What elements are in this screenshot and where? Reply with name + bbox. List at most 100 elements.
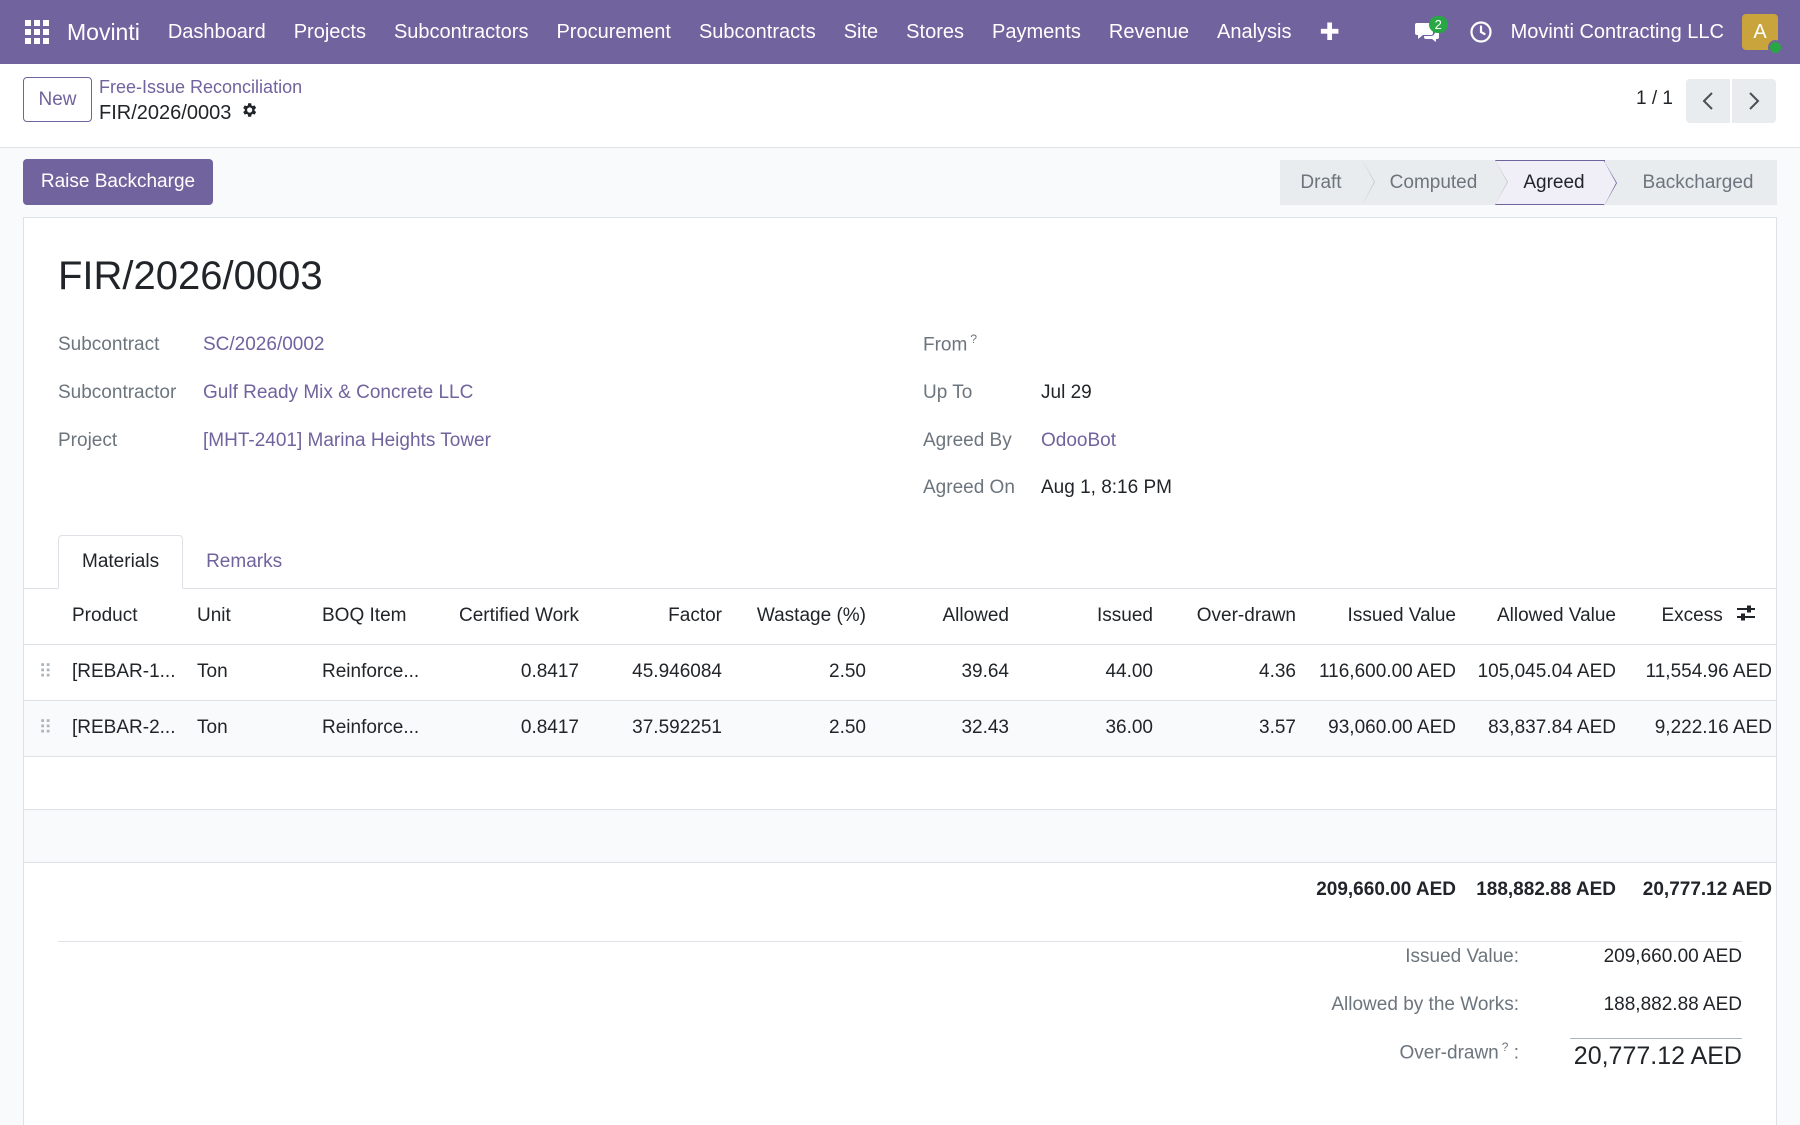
stage-agreed-label: Agreed bbox=[1523, 171, 1585, 193]
subcontract-label: Subcontract bbox=[58, 334, 160, 355]
pager-previous-button[interactable] bbox=[1686, 79, 1730, 123]
cell-issued[interactable]: 36.00 bbox=[1013, 700, 1157, 757]
issued-value-amount: 209,660.00 AED bbox=[1603, 946, 1742, 967]
user-avatar[interactable]: A bbox=[1742, 14, 1783, 55]
cell-product[interactable]: [REBAR-1... bbox=[68, 644, 193, 701]
cell-issued-value[interactable]: 116,600.00 AED bbox=[1300, 644, 1460, 701]
issued-value-label: Issued Value: bbox=[1405, 946, 1519, 967]
column-header-product[interactable]: Product bbox=[68, 589, 193, 645]
column-header-over-drawn[interactable]: Over-drawn bbox=[1157, 589, 1300, 645]
help-icon[interactable]: ? bbox=[970, 332, 978, 346]
cell-excess[interactable]: 11,554.96 AED bbox=[1620, 644, 1776, 701]
main-menu: Dashboard Projects Subcontractors Procur… bbox=[154, 18, 1354, 47]
optional-columns-toggle-icon[interactable] bbox=[1736, 604, 1756, 628]
notebook-tabs: Materials Remarks bbox=[58, 535, 305, 589]
column-header-wastage[interactable]: Wastage (%) bbox=[726, 589, 870, 645]
cell-factor[interactable]: 45.946084 bbox=[583, 644, 726, 701]
cell-allowed[interactable]: 39.64 bbox=[870, 644, 1013, 701]
cell-boq-item[interactable]: Reinforce... bbox=[318, 700, 443, 757]
cell-boq-item[interactable]: Reinforce... bbox=[318, 644, 443, 701]
table-row[interactable]: ⠿ [REBAR-2... Ton Reinforce... 0.8417 37… bbox=[24, 700, 1776, 757]
total-divider bbox=[1570, 1038, 1742, 1039]
help-icon[interactable]: ? bbox=[1501, 1040, 1509, 1054]
subcontractor-link[interactable]: Gulf Ready Mix & Concrete LLC bbox=[203, 382, 474, 403]
cell-wastage[interactable]: 2.50 bbox=[726, 644, 870, 701]
project-link[interactable]: [MHT-2401] Marina Heights Tower bbox=[203, 430, 491, 451]
agreed-on-label: Agreed On bbox=[923, 477, 1015, 498]
tab-remarks[interactable]: Remarks bbox=[206, 551, 283, 572]
menu-dashboard[interactable]: Dashboard bbox=[167, 20, 266, 43]
cell-over-drawn[interactable]: 4.36 bbox=[1157, 644, 1300, 701]
stage-agreed[interactable]: Agreed bbox=[1495, 160, 1617, 206]
chat-icon[interactable]: 2 bbox=[1407, 12, 1448, 52]
column-header-issued-value[interactable]: Issued Value bbox=[1300, 589, 1460, 645]
menu-stores[interactable]: Stores bbox=[906, 20, 964, 43]
menu-revenue[interactable]: Revenue bbox=[1108, 20, 1189, 43]
handle-column-header bbox=[24, 589, 68, 645]
pager-value[interactable]: 1 / 1 bbox=[1636, 88, 1673, 109]
table-row[interactable]: ⠿ [REBAR-1... Ton Reinforce... 0.8417 45… bbox=[24, 644, 1776, 701]
menu-payments[interactable]: Payments bbox=[991, 20, 1081, 43]
materials-table: Product Unit BOQ Item Certified Work Fac… bbox=[24, 589, 1776, 918]
pager-next-button[interactable] bbox=[1732, 79, 1776, 123]
stage-backcharged[interactable]: Backcharged bbox=[1605, 160, 1777, 205]
cell-unit[interactable]: Ton bbox=[193, 644, 318, 701]
new-button[interactable]: New bbox=[23, 77, 92, 122]
column-header-excess[interactable]: Excess bbox=[1620, 589, 1776, 645]
cell-excess[interactable]: 9,222.16 AED bbox=[1620, 700, 1776, 757]
record-title: FIR/2026/0003 bbox=[58, 254, 323, 298]
cell-certified-work[interactable]: 0.8417 bbox=[443, 644, 583, 701]
chevron-right-icon bbox=[1749, 92, 1760, 110]
activity-clock-icon[interactable] bbox=[1461, 12, 1501, 52]
menu-procurement[interactable]: Procurement bbox=[556, 20, 671, 43]
cell-allowed-value[interactable]: 83,837.84 AED bbox=[1460, 700, 1620, 757]
plus-icon[interactable]: ✚ bbox=[1319, 18, 1340, 46]
menu-analysis[interactable]: Analysis bbox=[1216, 20, 1292, 43]
column-header-allowed-value[interactable]: Allowed Value bbox=[1460, 589, 1620, 645]
menu-projects[interactable]: Projects bbox=[293, 20, 366, 43]
stage-computed[interactable]: Computed bbox=[1362, 160, 1508, 205]
column-header-certified-work[interactable]: Certified Work bbox=[443, 589, 583, 645]
column-header-issued[interactable]: Issued bbox=[1013, 589, 1157, 645]
status-bar: Draft Computed Agreed Backcharged bbox=[1280, 160, 1777, 206]
cell-issued-value[interactable]: 93,060.00 AED bbox=[1300, 700, 1460, 757]
column-header-unit[interactable]: Unit bbox=[193, 589, 318, 645]
cell-factor[interactable]: 37.592251 bbox=[583, 700, 726, 757]
column-header-allowed[interactable]: Allowed bbox=[870, 589, 1013, 645]
column-header-factor[interactable]: Factor bbox=[583, 589, 726, 645]
apps-grid-icon[interactable] bbox=[25, 20, 49, 44]
from-label: From? bbox=[923, 332, 977, 356]
drag-handle-icon[interactable]: ⠿ bbox=[24, 700, 68, 757]
cell-issued[interactable]: 44.00 bbox=[1013, 644, 1157, 701]
gear-icon[interactable] bbox=[240, 101, 258, 125]
app-brand[interactable]: Movinti bbox=[67, 18, 140, 45]
stage-draft[interactable]: Draft bbox=[1280, 160, 1375, 205]
agreed-on-value: Aug 1, 8:16 PM bbox=[1041, 477, 1172, 498]
cell-certified-work[interactable]: 0.8417 bbox=[443, 700, 583, 757]
cell-product[interactable]: [REBAR-2... bbox=[68, 700, 193, 757]
menu-subcontractors[interactable]: Subcontractors bbox=[393, 20, 529, 43]
cell-unit[interactable]: Ton bbox=[193, 700, 318, 757]
breadcrumb-parent-link[interactable]: Free-Issue Reconciliation bbox=[99, 77, 303, 97]
cell-over-drawn[interactable]: 3.57 bbox=[1157, 700, 1300, 757]
from-date-field[interactable] bbox=[1041, 334, 1341, 358]
subcontractor-label: Subcontractor bbox=[58, 382, 177, 403]
subcontract-link[interactable]: SC/2026/0002 bbox=[203, 334, 325, 355]
table-header-row: Product Unit BOQ Item Certified Work Fac… bbox=[24, 589, 1776, 645]
cell-allowed[interactable]: 32.43 bbox=[870, 700, 1013, 757]
company-switcher[interactable]: Movinti Contracting LLC bbox=[1510, 20, 1724, 43]
menu-subcontracts[interactable]: Subcontracts bbox=[698, 20, 816, 43]
column-header-boq-item[interactable]: BOQ Item bbox=[318, 589, 443, 645]
up-to-value[interactable]: Jul 29 bbox=[1041, 382, 1092, 403]
project-label: Project bbox=[58, 430, 118, 451]
drag-handle-icon[interactable]: ⠿ bbox=[24, 644, 68, 701]
chat-count-badge: 2 bbox=[1428, 16, 1448, 33]
cell-allowed-value[interactable]: 105,045.04 AED bbox=[1460, 644, 1620, 701]
stage-backcharged-label: Backcharged bbox=[1642, 171, 1754, 193]
online-status-icon bbox=[1768, 40, 1783, 55]
raise-backcharge-button[interactable]: Raise Backcharge bbox=[23, 159, 213, 205]
tab-materials[interactable]: Materials bbox=[58, 535, 184, 589]
agreed-by-link[interactable]: OdooBot bbox=[1041, 430, 1116, 451]
menu-site[interactable]: Site bbox=[843, 20, 879, 43]
cell-wastage[interactable]: 2.50 bbox=[726, 700, 870, 757]
